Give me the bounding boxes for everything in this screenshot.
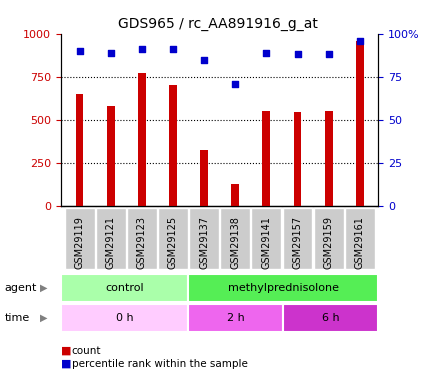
Text: GDS965 / rc_AA891916_g_at: GDS965 / rc_AA891916_g_at bbox=[117, 17, 317, 31]
Bar bbox=[187, 274, 378, 302]
Text: 6 h: 6 h bbox=[321, 313, 339, 323]
Text: ▶: ▶ bbox=[40, 313, 47, 323]
Point bbox=[231, 81, 238, 87]
Text: methylprednisolone: methylprednisolone bbox=[227, 283, 338, 293]
Point bbox=[293, 51, 300, 57]
FancyBboxPatch shape bbox=[65, 207, 94, 269]
Text: GSM29123: GSM29123 bbox=[137, 216, 147, 269]
Text: GSM29119: GSM29119 bbox=[74, 216, 84, 268]
Bar bbox=[61, 274, 187, 302]
FancyBboxPatch shape bbox=[189, 207, 219, 269]
Text: GSM29159: GSM29159 bbox=[323, 216, 333, 269]
Text: ▶: ▶ bbox=[40, 283, 47, 293]
Point bbox=[138, 46, 145, 52]
Point bbox=[262, 50, 269, 56]
Text: GSM29137: GSM29137 bbox=[199, 216, 209, 269]
Text: ■: ■ bbox=[61, 359, 71, 369]
Text: GSM29157: GSM29157 bbox=[292, 216, 302, 269]
Bar bbox=[61, 304, 187, 332]
Bar bbox=[231, 184, 239, 206]
FancyBboxPatch shape bbox=[251, 207, 281, 269]
Text: GSM29121: GSM29121 bbox=[105, 216, 115, 269]
FancyBboxPatch shape bbox=[158, 207, 187, 269]
Point bbox=[200, 57, 207, 63]
Point bbox=[169, 46, 176, 52]
Text: percentile rank within the sample: percentile rank within the sample bbox=[72, 359, 247, 369]
Text: count: count bbox=[72, 346, 101, 355]
Bar bbox=[293, 112, 301, 206]
Bar bbox=[76, 94, 83, 206]
Bar bbox=[283, 304, 378, 332]
Text: GSM29161: GSM29161 bbox=[354, 216, 364, 268]
Bar bbox=[355, 40, 363, 206]
Bar bbox=[324, 111, 332, 206]
FancyBboxPatch shape bbox=[313, 207, 343, 269]
Point bbox=[76, 48, 83, 54]
Point bbox=[107, 50, 114, 56]
FancyBboxPatch shape bbox=[220, 207, 250, 269]
Bar bbox=[107, 106, 114, 206]
Text: ■: ■ bbox=[61, 346, 71, 355]
Text: 2 h: 2 h bbox=[226, 313, 244, 323]
Bar bbox=[262, 111, 270, 206]
Bar bbox=[200, 150, 207, 206]
Text: GSM29138: GSM29138 bbox=[230, 216, 240, 268]
Bar bbox=[169, 86, 177, 206]
Point bbox=[324, 51, 331, 57]
FancyBboxPatch shape bbox=[282, 207, 312, 269]
FancyBboxPatch shape bbox=[344, 207, 374, 269]
Bar bbox=[138, 74, 145, 206]
Text: GSM29125: GSM29125 bbox=[168, 216, 178, 269]
Text: agent: agent bbox=[4, 283, 36, 293]
Text: control: control bbox=[105, 283, 143, 293]
FancyBboxPatch shape bbox=[95, 207, 125, 269]
Text: GSM29141: GSM29141 bbox=[261, 216, 271, 268]
Bar bbox=[187, 304, 283, 332]
Text: 0 h: 0 h bbox=[115, 313, 133, 323]
FancyBboxPatch shape bbox=[127, 207, 156, 269]
Point bbox=[355, 38, 362, 44]
Text: time: time bbox=[4, 313, 30, 323]
